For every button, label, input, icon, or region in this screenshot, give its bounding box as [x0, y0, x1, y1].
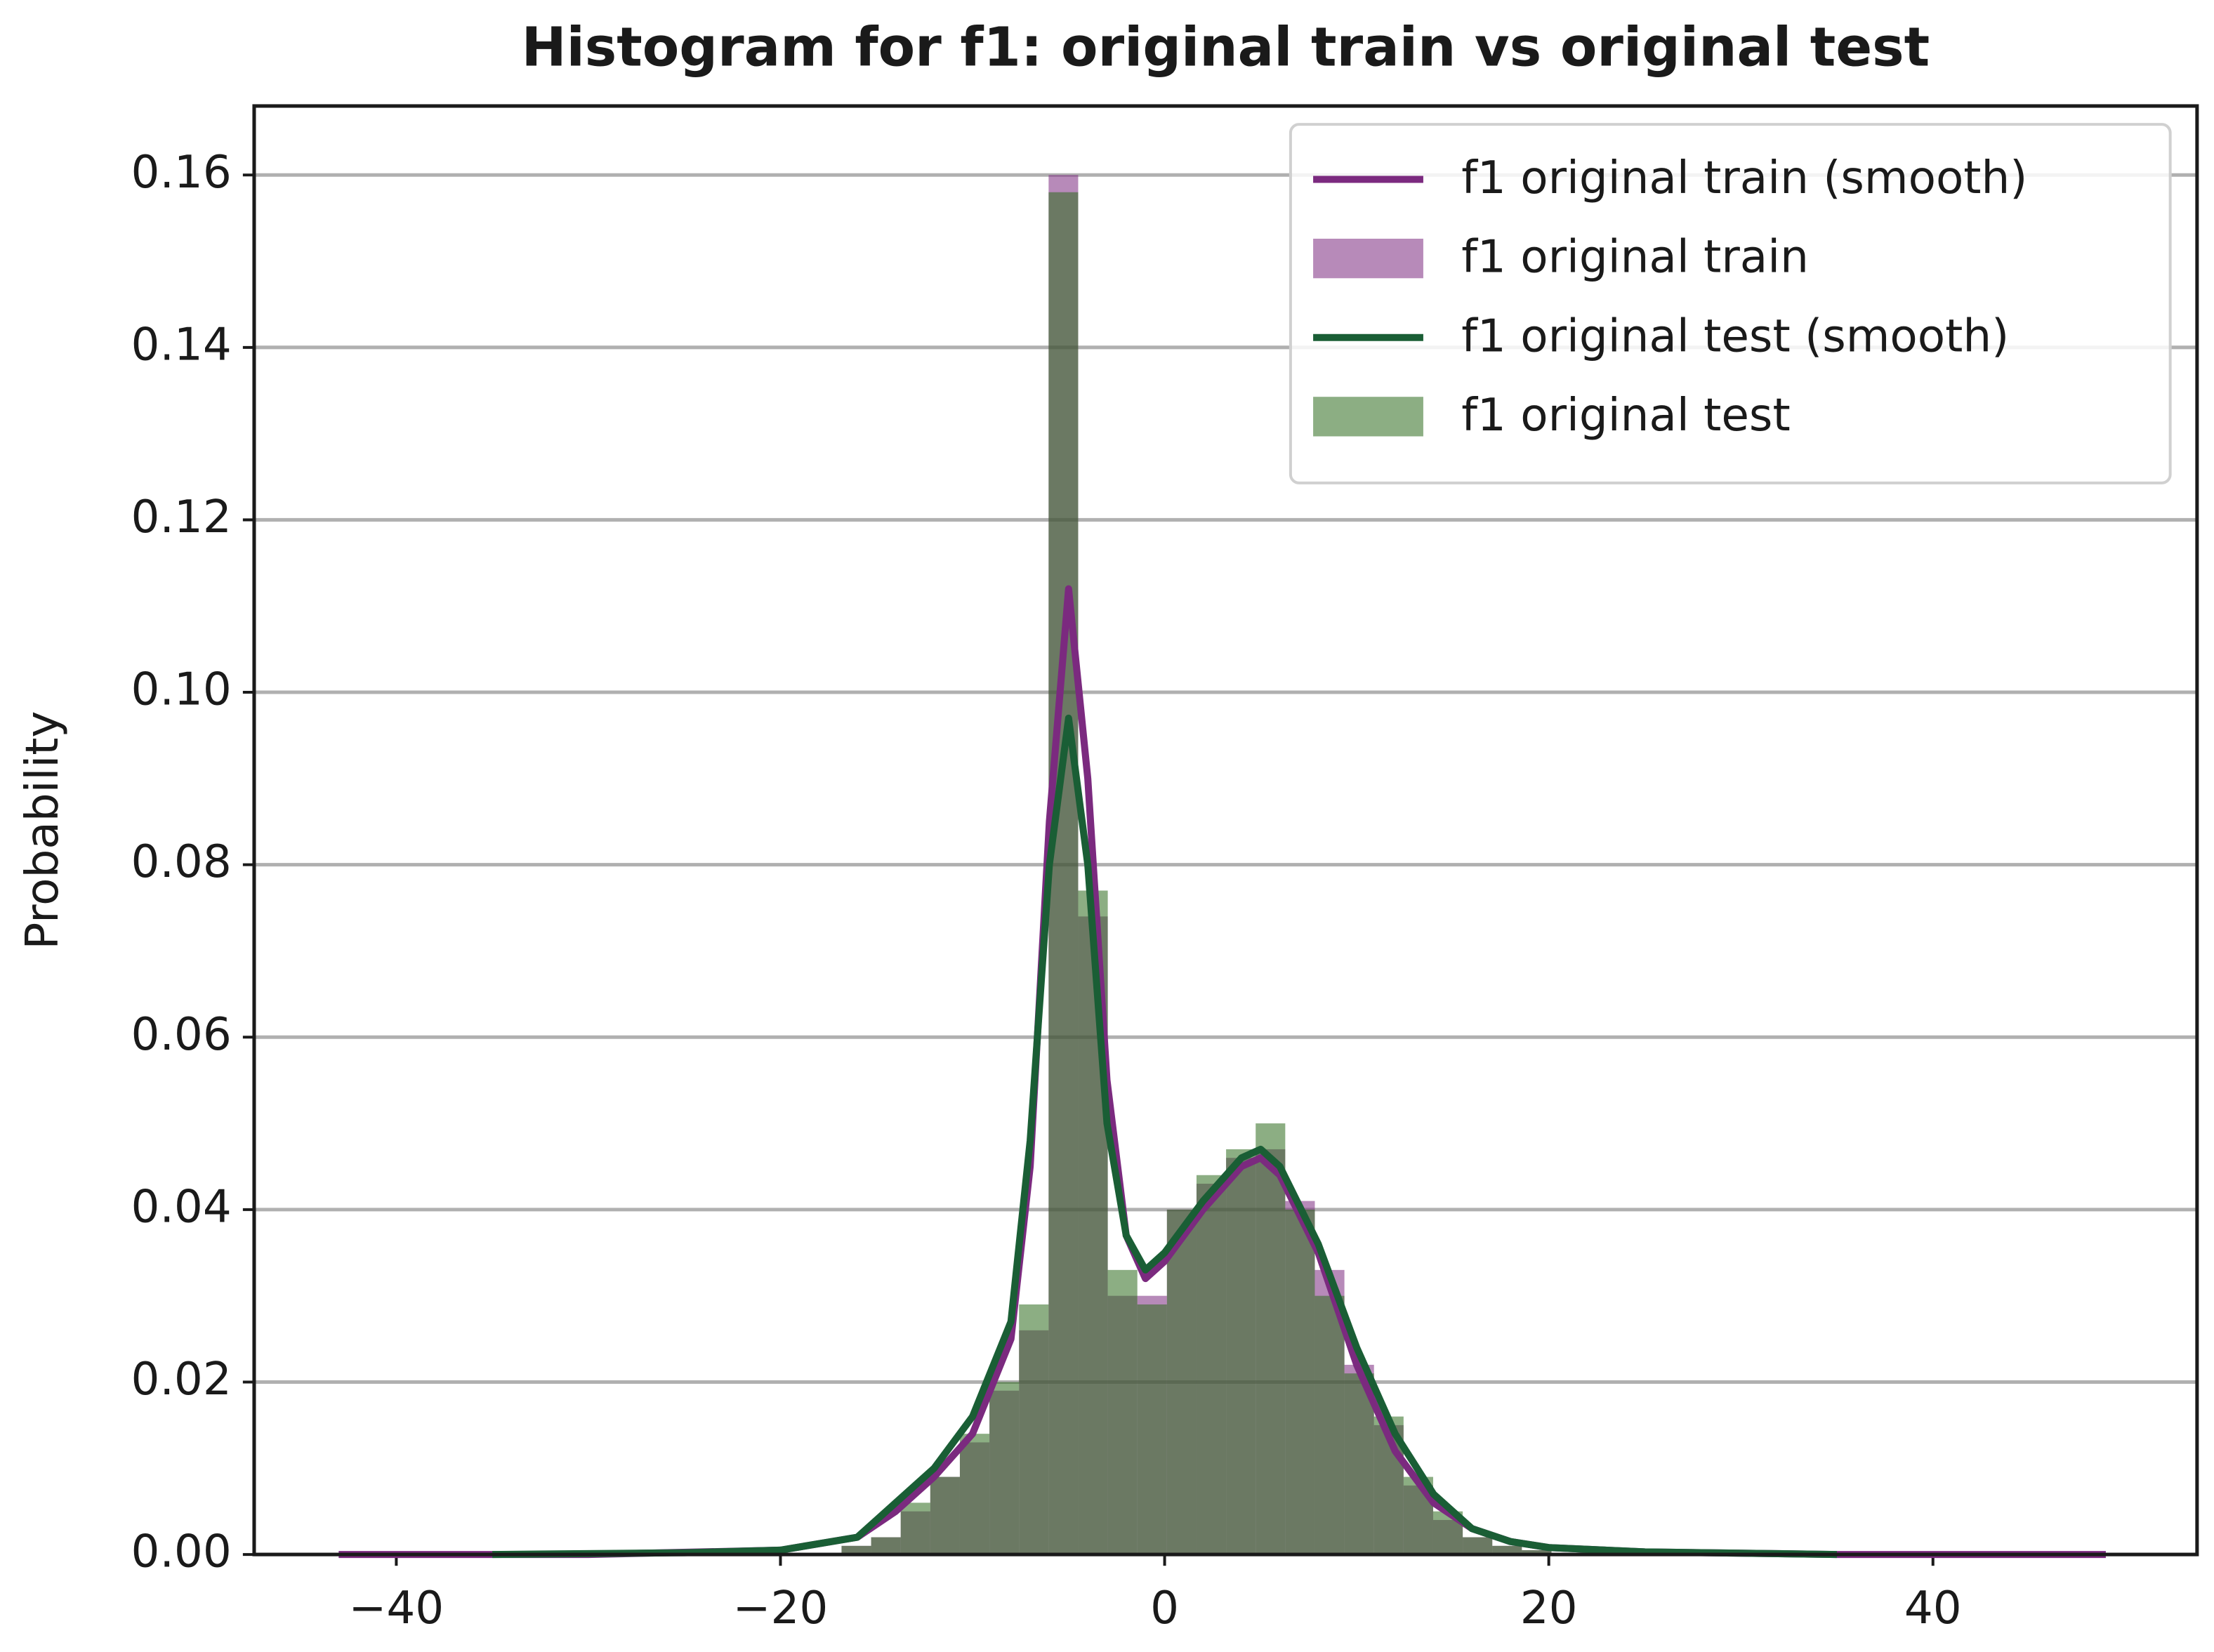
histogram-bar [900, 1502, 930, 1555]
histogram-bar [871, 1537, 901, 1555]
y-tick-label: 0.06 [131, 1008, 232, 1061]
smooth-line [492, 714, 1838, 1559]
histogram-bar [1463, 1537, 1493, 1555]
histogram-bar [1522, 1549, 1552, 1555]
y-tick-label: 0.04 [131, 1180, 232, 1233]
y-tick-label: 0.08 [131, 835, 232, 888]
legend-label: f1 original test [1461, 389, 1790, 442]
histogram-bar [1285, 1209, 1315, 1555]
histogram-bar [1166, 1209, 1197, 1555]
legend-label: f1 original test (smooth) [1461, 310, 2009, 362]
legend: f1 original train (smooth) f1 original tr… [1289, 123, 2172, 484]
histogram-bar [1019, 1304, 1049, 1555]
axes-frame [252, 104, 2199, 1557]
y-tick-label: 0.16 [131, 146, 232, 199]
legend-box [1289, 123, 2172, 484]
x-tick-label: 20 [1520, 1582, 1578, 1634]
histogram-bar [1344, 1373, 1374, 1555]
histogram-bar [989, 1382, 1020, 1555]
y-axis-label: Probability [16, 711, 69, 950]
histogram-bar [930, 1476, 960, 1555]
y-tick-label: 0.12 [131, 491, 232, 543]
histogram-bar [1492, 1545, 1522, 1555]
histogram-bar [1048, 192, 1079, 1555]
histogram-bar [1196, 1175, 1227, 1555]
histogram-bar [1226, 1149, 1256, 1555]
y-tick-label: 0.10 [131, 663, 232, 716]
histogram-bar [1107, 1269, 1138, 1555]
legend-patch [1313, 397, 1423, 437]
histogram-bar [1314, 1295, 1345, 1555]
chart-title: Histogram for f1: original train vs orig… [522, 17, 1930, 79]
histogram-bar [959, 1434, 990, 1555]
histogram-bar [1137, 1304, 1167, 1555]
legend-label: f1 original train (smooth) [1461, 152, 2027, 204]
histogram-bar [841, 1545, 871, 1555]
y-tick-label: 0.00 [131, 1526, 232, 1578]
y-tick-label: 0.14 [131, 318, 232, 371]
x-tick-label: −20 [733, 1582, 829, 1634]
x-tick-label: 40 [1904, 1582, 1962, 1634]
histogram-bar [1256, 1123, 1286, 1555]
y-tick-label: 0.02 [131, 1353, 232, 1406]
x-tick-label: 0 [1150, 1582, 1179, 1634]
x-tick-label: −40 [348, 1582, 444, 1634]
legend-label: f1 original train [1461, 231, 1809, 284]
legend-patch [1313, 238, 1423, 279]
